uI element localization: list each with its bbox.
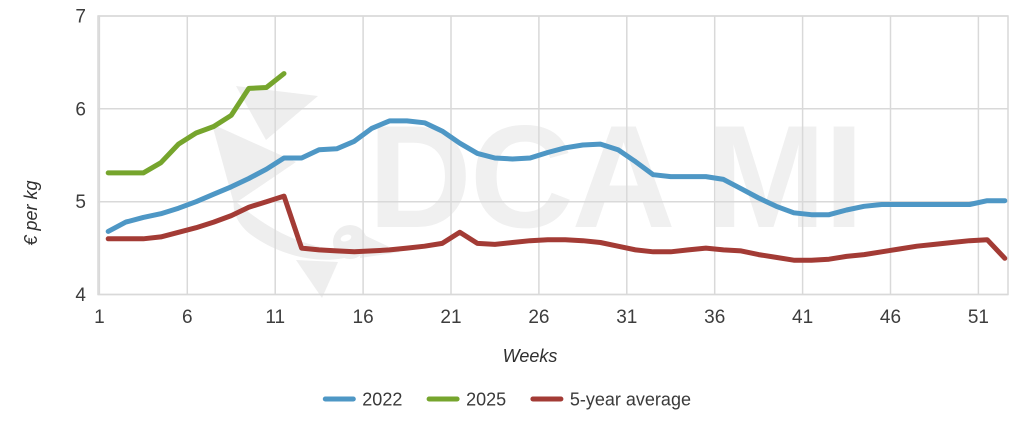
x-tick-label: 31 bbox=[616, 307, 637, 328]
x-tick-label: 36 bbox=[704, 307, 725, 328]
y-tick-label: 6 bbox=[75, 99, 86, 120]
y-axis-ticks: 4 5 6 7 bbox=[75, 7, 86, 307]
legend-item-2025[interactable]: 2025 bbox=[426, 389, 506, 409]
x-tick-label: 41 bbox=[792, 307, 813, 328]
y-tick-label: 7 bbox=[75, 7, 86, 28]
chart-legend: 2022 2025 5-year average bbox=[322, 389, 691, 409]
y-axis-title: € per kg bbox=[21, 180, 41, 245]
grid bbox=[97, 15, 1009, 296]
x-tick-label: 1 bbox=[94, 307, 105, 328]
legend-item-5-year-average[interactable]: 5-year average bbox=[530, 389, 691, 409]
x-tick-label: 11 bbox=[265, 307, 285, 328]
x-axis-title: Weeks bbox=[503, 346, 558, 366]
y-tick-label: 4 bbox=[75, 285, 86, 306]
x-tick-label: 21 bbox=[440, 307, 461, 328]
x-tick-label: 51 bbox=[968, 307, 989, 328]
x-tick-label: 6 bbox=[182, 307, 193, 328]
legend-item-2022[interactable]: 2022 bbox=[322, 389, 402, 409]
y-tick-label: 5 bbox=[75, 192, 86, 213]
x-axis-ticks: 1 6 11 16 21 26 31 36 41 46 51 bbox=[94, 307, 989, 328]
bird-eye bbox=[340, 234, 352, 242]
legend-label: 2022 bbox=[362, 389, 402, 409]
watermark-text: DCA MI bbox=[368, 95, 862, 258]
series-line-2025 bbox=[105, 71, 287, 176]
x-tick-label: 16 bbox=[353, 307, 374, 328]
x-tick-label: 46 bbox=[880, 307, 901, 328]
watermark: DCA MI bbox=[212, 86, 864, 298]
legend-label: 2025 bbox=[466, 389, 506, 409]
series-line-5-year-average bbox=[105, 193, 1008, 263]
legend-label: 5-year average bbox=[570, 389, 691, 409]
x-tick-label: 26 bbox=[528, 307, 549, 328]
series-line-2022 bbox=[105, 118, 1008, 234]
